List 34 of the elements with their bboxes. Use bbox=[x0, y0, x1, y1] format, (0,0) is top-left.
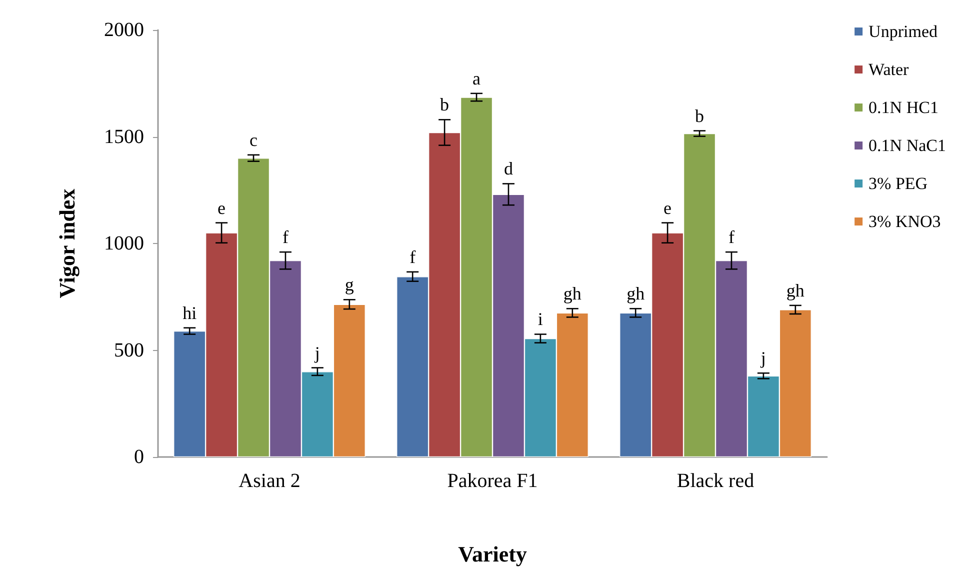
data-label: gh bbox=[626, 284, 645, 304]
x-tick-label: Pakorea F1 bbox=[447, 470, 538, 492]
legend-label: 3% PEG bbox=[868, 174, 928, 193]
y-tick-label: 1000 bbox=[104, 232, 144, 254]
legend-label: 0.1N HC1 bbox=[868, 98, 938, 117]
data-label: j bbox=[314, 342, 320, 363]
y-tick-label: 0 bbox=[134, 446, 144, 468]
data-label: gh bbox=[786, 280, 804, 300]
y-axis-title: Vigor index bbox=[54, 188, 80, 298]
data-label: f bbox=[282, 227, 288, 248]
legend-label: 0.1N NaC1 bbox=[868, 136, 946, 155]
data-label: b bbox=[440, 94, 450, 115]
data-label: gh bbox=[563, 284, 582, 304]
data-label: b bbox=[695, 106, 704, 126]
data-label: e bbox=[218, 198, 226, 218]
data-label: g bbox=[344, 274, 354, 295]
x-axis-title: Variety bbox=[458, 542, 527, 566]
data-label: d bbox=[504, 158, 513, 179]
data-label: i bbox=[538, 309, 543, 330]
legend-label: Water bbox=[868, 60, 910, 79]
data-label: f bbox=[410, 246, 416, 267]
y-tick-label: 1500 bbox=[104, 126, 144, 148]
data-label: a bbox=[472, 68, 481, 88]
y-tick-label: 2000 bbox=[104, 19, 144, 41]
legend-label: Unprimed bbox=[868, 22, 938, 41]
x-tick-label: Black red bbox=[676, 470, 754, 492]
y-tick-label: 500 bbox=[114, 339, 144, 362]
data-label: c bbox=[250, 130, 258, 150]
legend-label: 3% KNO3 bbox=[868, 212, 941, 231]
data-label: j bbox=[760, 348, 766, 368]
data-label: hi bbox=[182, 302, 197, 323]
x-tick-label: Asian 2 bbox=[238, 470, 300, 492]
data-label: f bbox=[728, 227, 734, 248]
data-label: e bbox=[664, 198, 672, 218]
